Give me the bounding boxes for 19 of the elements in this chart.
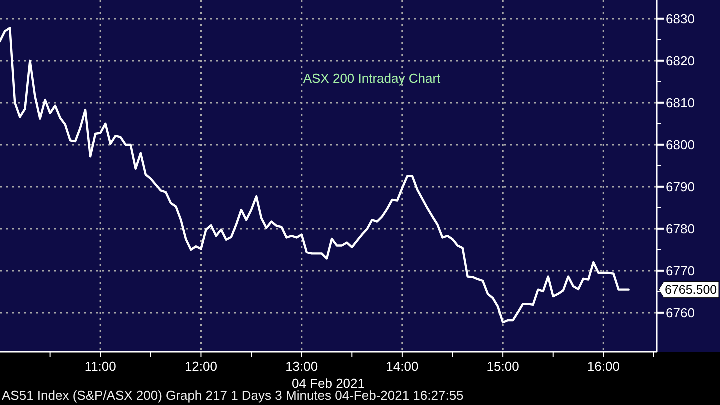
text: AS51 Index (S&P/ASX 200) Graph 217 1 Days 3 Minutes 04-Feb-2021 16:27:55 bbox=[2, 388, 464, 403]
y-tick-label: 6810 bbox=[666, 95, 695, 110]
y-tick-label: 6760 bbox=[666, 305, 695, 320]
y-tick-label: 6780 bbox=[666, 221, 695, 236]
x-tick-label: 15:00 bbox=[486, 359, 520, 374]
text: ASX 200 Intraday Chart bbox=[303, 71, 442, 86]
y-tick-label: 6770 bbox=[666, 263, 695, 278]
line-series bbox=[0, 27, 630, 324]
x-tick-label: 14:00 bbox=[386, 359, 419, 374]
x-tick-label: 13:00 bbox=[286, 359, 318, 374]
y-tick-label: 6820 bbox=[666, 53, 695, 68]
x-tick-label: 16:00 bbox=[587, 359, 620, 374]
y-tick-label: 6800 bbox=[666, 137, 695, 152]
x-tick-label: 11:00 bbox=[84, 359, 116, 374]
y-tick-label: 6830 bbox=[666, 11, 695, 26]
x-axis-title: 04 Feb 2021 bbox=[292, 376, 366, 391]
y-tick-label: 6790 bbox=[666, 179, 695, 194]
x-tick-label: 12:00 bbox=[184, 359, 218, 374]
text: 6765.500 bbox=[665, 283, 718, 298]
